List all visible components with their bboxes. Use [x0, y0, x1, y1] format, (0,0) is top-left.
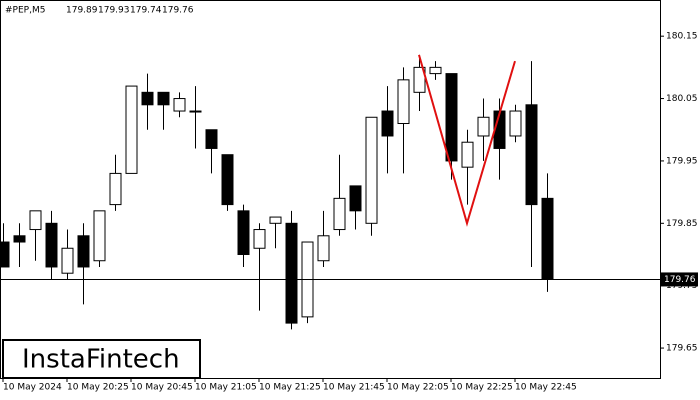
logo: InstaFintech: [22, 345, 180, 375]
header-high: 179.93: [98, 6, 130, 16]
y-tick-label: 179.85: [666, 219, 698, 229]
candle-body: [157, 91, 170, 106]
candle-body: [477, 116, 490, 137]
candle-body: [365, 116, 378, 224]
candle-body: [93, 210, 106, 262]
candle-body: [317, 235, 330, 262]
candle-body: [13, 235, 26, 243]
candle-body: [45, 222, 58, 268]
candle-body: [237, 210, 250, 255]
x-tick-label: 10 May 21:05: [195, 383, 257, 393]
candle-body: [525, 104, 538, 206]
y-tick-label: 180.15: [666, 32, 698, 42]
x-tick-label: 10 May 22:45: [515, 383, 577, 393]
x-tick-label: 10 May 2024: [3, 383, 62, 393]
candle-body: [29, 210, 42, 231]
current-price-box: [661, 272, 698, 287]
y-tick-label: 179.95: [666, 156, 698, 166]
y-tick-label: 180.05: [666, 94, 698, 104]
pattern-line: [418, 54, 516, 227]
plot-frame: [0, 0, 661, 379]
candle-body: [333, 197, 346, 231]
x-tick-label: 10 May 22:25: [451, 383, 513, 393]
header-low: 179.74: [130, 6, 162, 16]
candle-body: [221, 154, 234, 206]
y-tick-label: 179.65: [666, 344, 698, 354]
candle-body: [461, 141, 474, 168]
x-tick-label: 10 May 21:25: [259, 383, 321, 393]
ohlc-header: 179.89 179.93 179.74 179.76: [66, 6, 194, 16]
current-price-label: 179.76: [664, 275, 696, 285]
header-close: 179.76: [162, 6, 194, 16]
candle-body: [445, 73, 458, 162]
candle-body: [397, 79, 410, 125]
candle-body: [349, 185, 362, 212]
candle-body: [541, 197, 554, 280]
x-tick-label: 10 May 20:45: [131, 383, 193, 393]
candle-body: [269, 216, 282, 224]
candle-body: [429, 66, 442, 75]
x-tick-label: 10 May 22:05: [387, 383, 449, 393]
candle-body: [77, 235, 90, 268]
candle-body: [0, 241, 10, 268]
candle-body: [509, 110, 522, 137]
candle-body: [109, 172, 122, 206]
candle-body: [189, 110, 202, 113]
candle-body: [173, 98, 186, 112]
candle-body: [285, 222, 298, 324]
logo-box: [2, 339, 201, 379]
candle-body: [125, 85, 138, 174]
x-tick-label: 10 May 20:25: [67, 383, 129, 393]
header-open: 179.89: [66, 6, 98, 16]
candle-body: [141, 91, 154, 106]
candle-body: [205, 129, 218, 149]
candle-body: [381, 110, 394, 137]
candle-body: [413, 66, 426, 93]
candle-body: [61, 247, 74, 274]
candle-body: [253, 229, 266, 249]
x-tick-label: 10 May 21:45: [323, 383, 385, 393]
chart-title: #PEP,M5: [5, 6, 45, 16]
